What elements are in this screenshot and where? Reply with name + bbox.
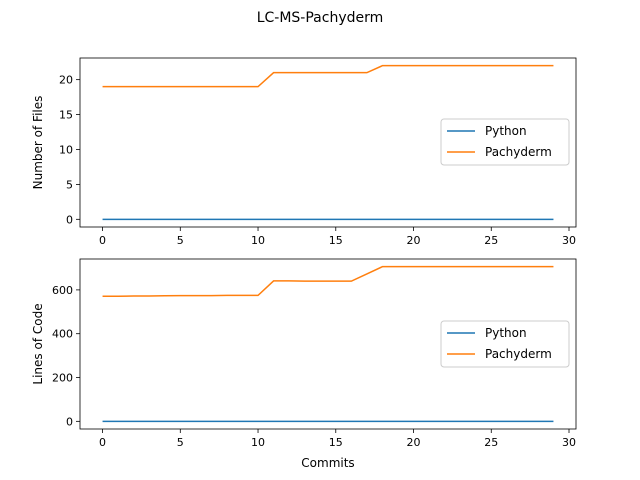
- y-axis-label: Lines of Code: [31, 303, 45, 384]
- loc-chart: 0 5 10 15 20 25 30 0 200 400 600 Lines of Code Commi…: [31, 258, 577, 470]
- y-tick-label: 5: [66, 178, 73, 191]
- x-tick-label: 25: [484, 436, 498, 449]
- x-tick-label: 10: [251, 234, 265, 247]
- y-tick-label: 400: [52, 328, 73, 341]
- legend-label: Python: [485, 326, 527, 340]
- legend: Python Pachyderm: [440, 320, 570, 368]
- figure-title: LC-MS-Pachyderm: [257, 10, 384, 26]
- x-tick-label: 5: [177, 234, 184, 247]
- axes-frame: [79, 258, 577, 430]
- x-tick-label: 0: [99, 234, 106, 247]
- x-tick-label: 15: [329, 234, 343, 247]
- x-axis-label: Commits: [301, 456, 354, 470]
- x-tick-label: 20: [407, 436, 421, 449]
- files-chart: 0 5 10 15 20 25 30 0 5 10 15 20 Number of Files Pytho…: [31, 57, 577, 247]
- x-tick-label: 5: [177, 436, 184, 449]
- x-tick-label: 30: [562, 234, 576, 247]
- y-tick-label: 10: [59, 143, 73, 156]
- axes-frame: [79, 57, 577, 228]
- y-tick-label: 0: [66, 213, 73, 226]
- y-tick-label: 600: [52, 284, 73, 297]
- y-tick-label: 200: [52, 372, 73, 385]
- y-tick-label: 15: [59, 109, 73, 122]
- series-line-pachyderm: [102, 64, 554, 88]
- series-line-pachyderm: [102, 265, 554, 297]
- x-tick-label: 25: [484, 234, 498, 247]
- x-tick-label: 15: [329, 436, 343, 449]
- x-tick-label: 10: [251, 436, 265, 449]
- legend-label: Pachyderm: [485, 347, 552, 361]
- x-tick-label: 0: [99, 436, 106, 449]
- legend: Python Pachyderm: [440, 118, 570, 166]
- legend-label: Pachyderm: [485, 145, 552, 159]
- y-tick-label: 0: [66, 415, 73, 428]
- x-tick-label: 20: [407, 234, 421, 247]
- x-tick-label: 30: [562, 436, 576, 449]
- legend-label: Python: [485, 124, 527, 138]
- y-axis-label: Number of Files: [31, 96, 45, 190]
- y-tick-label: 20: [59, 74, 73, 87]
